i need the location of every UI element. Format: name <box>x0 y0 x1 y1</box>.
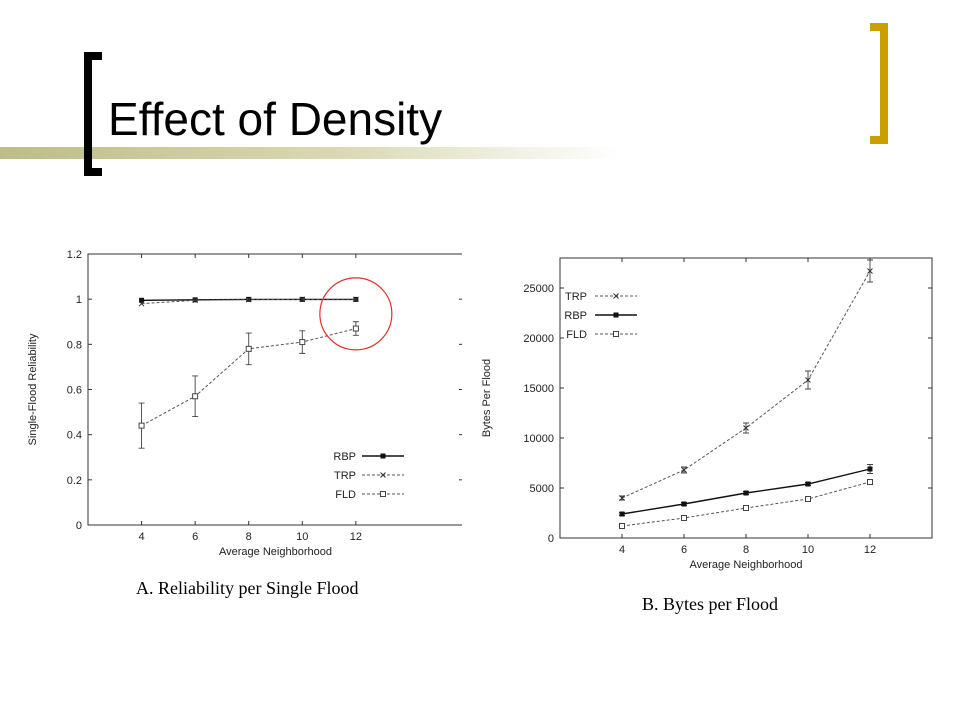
series-line <box>621 481 871 527</box>
slide-title: Effect of Density <box>108 93 443 145</box>
x-tick-label: 8 <box>743 544 749 556</box>
y-tick-label: 15000 <box>523 383 554 395</box>
legend-label: RBP <box>564 310 587 322</box>
left-bracket <box>84 52 102 176</box>
plot-frame <box>87 253 462 526</box>
legend: TRP RBP FLD <box>564 291 637 341</box>
legend-marker <box>613 312 619 318</box>
y-tick-label: 0.6 <box>67 385 82 397</box>
y-tick-label: 0.2 <box>67 475 82 487</box>
series-line <box>621 270 871 499</box>
y-tick-label: 0 <box>548 533 554 545</box>
data-point <box>743 505 749 511</box>
legend-marker <box>613 331 619 337</box>
data-point <box>138 300 145 307</box>
legend-marker <box>380 453 386 459</box>
data-point <box>867 268 873 274</box>
data-point <box>867 466 873 472</box>
data-point <box>619 523 625 529</box>
x-tick-label: 8 <box>246 531 252 543</box>
caption-a: A. Reliability per Single Flood <box>136 578 359 598</box>
series-trp <box>619 259 873 501</box>
y-tick-label: 0 <box>76 520 82 532</box>
data-point <box>138 422 145 429</box>
y-tick-label: 1.2 <box>67 249 82 261</box>
data-point <box>681 501 687 507</box>
data-point <box>805 377 811 383</box>
plot-frame <box>559 257 933 539</box>
chart-reliability: 0 0.2 0.4 0.6 0.8 1 1.2 4 6 8 10 12 Average Neighbor… <box>27 249 462 558</box>
data-point <box>245 296 252 303</box>
chart-bytes: 0 5000 10000 15000 20000 25000 4 6 8 10 12 Average … <box>481 257 933 571</box>
data-point <box>867 479 873 485</box>
legend-label: FLD <box>335 489 356 501</box>
x-tick-label: 10 <box>802 544 814 556</box>
x-tick-label: 12 <box>350 531 362 543</box>
data-point <box>681 515 687 521</box>
data-point <box>353 296 359 303</box>
x-tick-label: 4 <box>139 531 145 543</box>
series-trp <box>138 296 359 307</box>
legend: RBP TRP FLD <box>333 451 404 501</box>
title-rule <box>0 147 620 159</box>
legend-marker <box>380 472 386 478</box>
data-point <box>352 325 359 332</box>
data-point <box>805 496 811 502</box>
x-axis-label: Average Neighborhood <box>219 546 332 558</box>
data-point <box>681 467 687 473</box>
legend-label: RBP <box>333 451 356 463</box>
y-tick-label: 10000 <box>523 433 554 445</box>
highlight-circle <box>319 277 393 351</box>
caption-b: B. Bytes per Flood <box>642 594 779 614</box>
x-tick-label: 10 <box>296 531 308 543</box>
series-rbp <box>619 464 873 517</box>
legend-label: TRP <box>334 470 356 482</box>
data-point <box>192 297 198 304</box>
x-tick-label: 6 <box>681 544 687 556</box>
legend-label: FLD <box>566 329 587 341</box>
y-axis-label: Bytes Per Flood <box>481 359 493 437</box>
y-tick-label: 5000 <box>530 483 554 495</box>
x-tick-label: 4 <box>619 544 625 556</box>
legend-marker <box>613 293 619 299</box>
y-tick-label: 0.8 <box>67 339 82 351</box>
data-point <box>299 296 306 303</box>
data-point <box>192 393 199 400</box>
data-point <box>743 490 749 496</box>
right-bracket <box>870 23 888 144</box>
y-tick-label: 20000 <box>523 333 554 345</box>
y-tick-label: 25000 <box>523 283 554 295</box>
data-point <box>743 425 749 431</box>
x-tick-label: 12 <box>864 544 876 556</box>
data-point <box>139 297 145 303</box>
series-fld <box>138 321 359 449</box>
y-tick-label: 1 <box>76 294 82 306</box>
data-point <box>245 345 252 352</box>
y-axis-label: Single-Flood Reliability <box>27 333 39 445</box>
x-axis-label: Average Neighborhood <box>690 559 803 571</box>
data-point <box>805 481 811 487</box>
legend-label: TRP <box>565 291 587 303</box>
series-fld <box>619 479 873 529</box>
data-point <box>619 511 625 517</box>
y-tick-label: 0.4 <box>67 430 82 442</box>
data-point <box>299 339 306 346</box>
x-tick-label: 6 <box>192 531 198 543</box>
legend-marker <box>380 491 386 497</box>
data-point <box>619 495 625 501</box>
